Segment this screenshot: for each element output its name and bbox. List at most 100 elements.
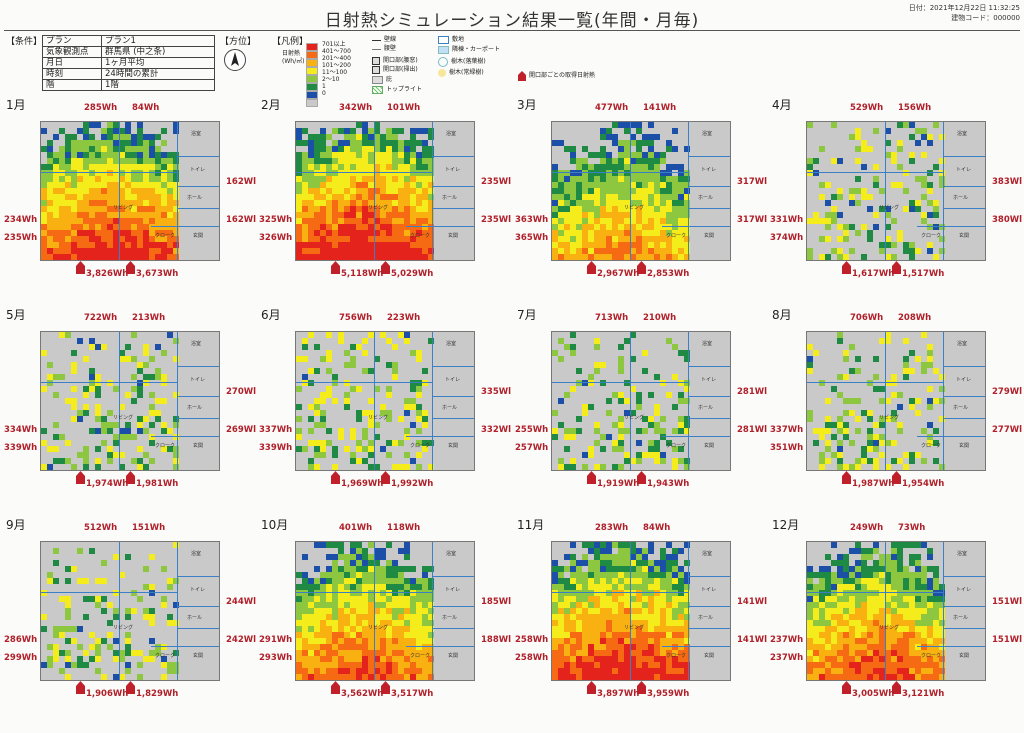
heat-cell <box>612 206 618 212</box>
heat-cell <box>338 200 344 206</box>
heat-cell <box>570 386 576 392</box>
heat-cell <box>594 560 600 566</box>
heat-cell <box>155 158 161 164</box>
heat-cell <box>107 212 113 218</box>
heat-cell <box>386 248 392 254</box>
heat-cell <box>630 206 636 212</box>
heat-cell <box>53 176 59 182</box>
heat-cell <box>107 248 113 254</box>
heat-cell <box>660 416 666 422</box>
condition-row: 階 1階 <box>42 79 215 91</box>
heat-cell <box>654 404 660 410</box>
heat-cell <box>813 584 819 590</box>
heat-cell <box>137 194 143 200</box>
heat-cell <box>654 158 660 164</box>
heat-cell <box>831 434 837 440</box>
heat-cell <box>386 542 392 548</box>
heat-cell <box>588 182 594 188</box>
heat-cell <box>570 146 576 152</box>
heat-cell <box>873 182 879 188</box>
heat-cell <box>582 230 588 236</box>
heat-cell <box>173 434 179 440</box>
gain-left-bottom: 326Wh <box>259 233 293 243</box>
heat-cell <box>897 554 903 560</box>
heat-cell <box>314 398 320 404</box>
heat-cell <box>618 224 624 230</box>
heat-cell <box>654 572 660 578</box>
heat-cell <box>101 218 107 224</box>
heat-cell <box>594 620 600 626</box>
heat-cell <box>392 200 398 206</box>
heat-cell <box>356 590 362 596</box>
heat-cell <box>422 632 428 638</box>
heat-cell <box>807 368 813 374</box>
heat-cell <box>41 212 47 218</box>
heat-cell <box>386 566 392 572</box>
heat-cell <box>338 194 344 200</box>
heat-cell <box>155 152 161 158</box>
heat-cell <box>612 674 618 680</box>
heat-cell <box>849 200 855 206</box>
heat-cell <box>636 206 642 212</box>
heat-cell <box>47 662 53 668</box>
heat-cell <box>314 446 320 452</box>
heat-cell <box>678 626 684 632</box>
heat-cell <box>594 188 600 194</box>
wall-line <box>151 436 219 437</box>
heat-cell <box>314 182 320 188</box>
room-toilet: トイレ <box>701 167 717 173</box>
heat-cell <box>552 212 558 218</box>
heat-cell <box>173 650 179 656</box>
floor-plan: 浴室 トイレ ホール リビング クローク 玄関 <box>806 331 986 471</box>
heat-cell <box>95 578 101 584</box>
room-living: リビング <box>879 415 900 421</box>
heat-cell <box>380 212 386 218</box>
heat-cell <box>927 662 933 668</box>
heat-cell <box>368 602 374 608</box>
heat-cell <box>570 590 576 596</box>
heat-cell <box>326 602 332 608</box>
heat-cell <box>332 656 338 662</box>
heat-cell <box>362 164 368 170</box>
heat-cell <box>65 140 71 146</box>
heat-cell <box>149 212 155 218</box>
legend-scale-labels: 701以上 401～700 201～400 101～200 11～100 2～10 1 0 <box>322 41 351 97</box>
heat-cell <box>570 608 576 614</box>
heat-cell <box>891 242 897 248</box>
heat-cell <box>332 374 338 380</box>
heat-cell <box>885 656 891 662</box>
heat-cell <box>356 212 362 218</box>
heat-cell <box>149 620 155 626</box>
heat-cell <box>71 194 77 200</box>
heat-cell <box>624 620 630 626</box>
room-hall: ホール <box>442 405 458 411</box>
heat-cell <box>660 242 666 248</box>
heat-cell <box>398 656 404 662</box>
heat-cell <box>47 464 53 470</box>
heat-cell <box>618 608 624 614</box>
heat-cell <box>326 206 332 212</box>
heat-cell <box>915 590 921 596</box>
heat-cell <box>125 392 131 398</box>
heat-cell <box>404 224 410 230</box>
heat-cell <box>807 362 813 368</box>
heat-cell <box>594 428 600 434</box>
heat-cell <box>65 236 71 242</box>
heat-cell <box>338 248 344 254</box>
heat-cell <box>167 206 173 212</box>
heat-cell <box>338 584 344 590</box>
heat-cell <box>636 566 642 572</box>
heat-cell <box>416 212 422 218</box>
heat-cell <box>107 422 113 428</box>
month-panel: 6月 浴室 トイレ ホール リビング クローク 玄関 756Wh 223Wh 3… <box>257 305 511 523</box>
heat-cell <box>618 176 624 182</box>
heat-cell <box>143 152 149 158</box>
heat-cell <box>47 656 53 662</box>
heat-cell <box>344 152 350 158</box>
heat-cell <box>41 200 47 206</box>
heat-cell <box>933 122 939 128</box>
heat-cell <box>302 164 308 170</box>
gain-left-top: 331Wh <box>770 215 804 225</box>
heat-cell <box>831 650 837 656</box>
heat-cell <box>428 236 434 242</box>
